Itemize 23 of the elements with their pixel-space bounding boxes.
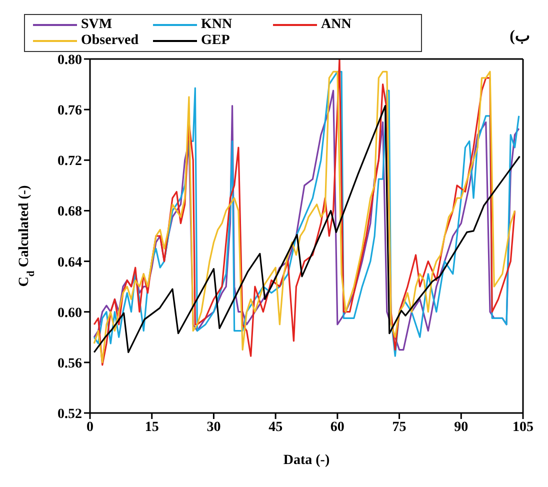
y-tick-label: 0.72 xyxy=(58,154,82,170)
legend-label: KNN xyxy=(201,17,232,33)
legend-label: Observed xyxy=(81,33,139,49)
y-tick-label: 0.76 xyxy=(58,104,82,119)
x-tick-label: 105 xyxy=(512,420,534,435)
y-tick-label: 0.60 xyxy=(58,306,82,321)
y-tick-label: 0.52 xyxy=(58,406,82,422)
x-tick-label: 90 xyxy=(454,420,468,435)
y-tick-label: 0.68 xyxy=(58,204,82,220)
x-tick-label: 60 xyxy=(330,420,344,435)
legend-label: ANN xyxy=(321,17,352,33)
x-tick-label: 15 xyxy=(144,420,159,435)
y-tick-label: 0.56 xyxy=(58,356,82,372)
x-tick-label: 30 xyxy=(206,420,221,435)
legend-label: GEP xyxy=(201,33,230,49)
y-tick-label: 0.80 xyxy=(58,52,82,68)
x-tick-label: 45 xyxy=(268,420,283,435)
legend-label: SVM xyxy=(81,17,112,33)
y-tick-label: 0.64 xyxy=(58,255,82,270)
x-tick-label: 75 xyxy=(392,420,406,435)
text: (ب xyxy=(510,27,530,46)
x-axis-title: Data (-) xyxy=(283,453,330,468)
x-tick-label: 0 xyxy=(86,420,94,435)
